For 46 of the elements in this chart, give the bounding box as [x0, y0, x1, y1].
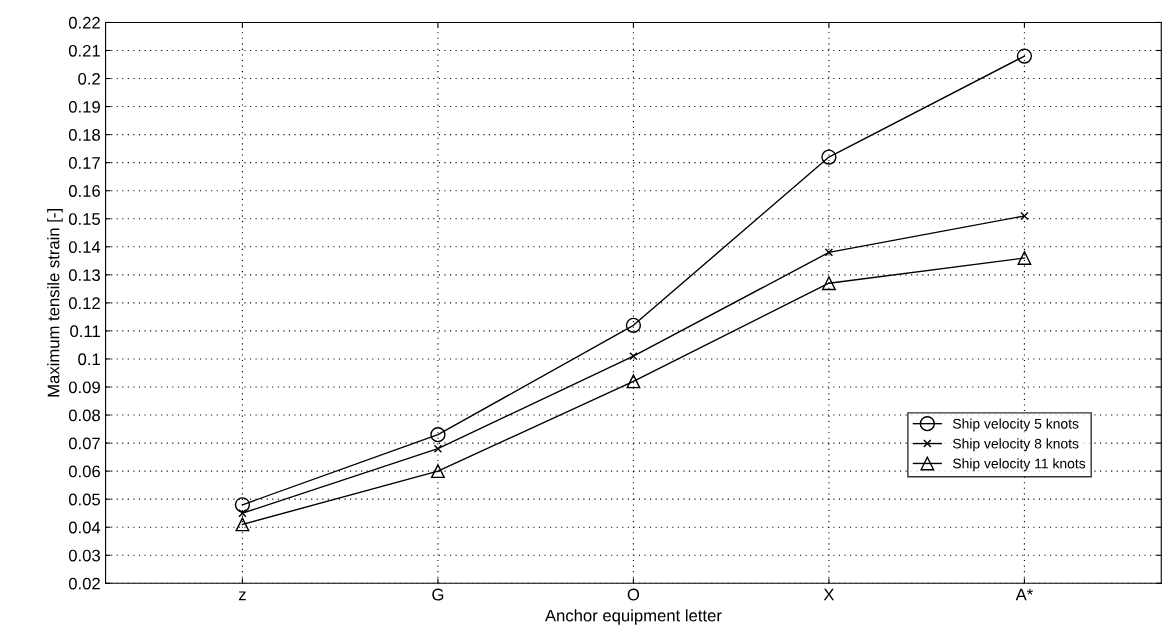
x-tick-label: z — [238, 591, 246, 601]
x-axis-title: Anchor equipment letter — [544, 609, 722, 625]
point — [238, 509, 247, 518]
y-axis-title: Maximum tensile strain [-] — [47, 209, 63, 397]
y-tick-label: 0.04 — [68, 521, 101, 534]
legend-label: Ship velocity 5 knots — [952, 418, 1079, 432]
x-tick-label: G — [432, 588, 444, 601]
y-tick-label: 0.22 — [68, 16, 100, 29]
point — [1017, 251, 1032, 265]
point — [821, 276, 836, 291]
y-tick-label: 0.14 — [68, 241, 101, 253]
point — [1016, 48, 1033, 64]
point — [625, 317, 642, 333]
x-tick-label: O — [627, 588, 640, 601]
y-tick-label: 0.16 — [68, 185, 100, 197]
y-tick-label: 0.17 — [68, 157, 100, 169]
y-tick-label: 0.19 — [68, 100, 100, 113]
point — [824, 248, 834, 257]
point — [235, 517, 250, 532]
legend-label: Ship velocity 8 knots — [952, 438, 1079, 452]
y-tick-label: 0.12 — [68, 297, 100, 310]
point — [430, 427, 446, 443]
point — [821, 149, 837, 165]
y-tick-label: 0.15 — [68, 213, 101, 225]
point — [629, 351, 638, 361]
x-tick-label: X — [823, 588, 835, 601]
y-tick-label: 0.13 — [68, 269, 100, 282]
point — [1020, 211, 1029, 221]
point — [433, 444, 443, 453]
legend-label: Ship velocity 11 knots — [952, 458, 1086, 472]
y-tick-label: 0.2 — [78, 72, 100, 85]
y-tick-label: 0.18 — [68, 129, 100, 141]
y-tick-label: 0.09 — [68, 381, 100, 394]
y-tick-label: 0.21 — [68, 44, 100, 57]
y-tick-label: 0.07 — [68, 437, 100, 450]
y-tick-label: 0.06 — [68, 465, 100, 478]
point — [430, 464, 445, 479]
y-tick-label: 0.1 — [78, 353, 100, 366]
y-tick-label: 0.02 — [68, 577, 100, 590]
y-tick-label: 0.05 — [68, 493, 101, 506]
y-tick-label: 0.11 — [70, 325, 100, 338]
point — [234, 497, 251, 513]
y-tick-label: 0.08 — [68, 409, 100, 422]
y-tick-label: 0.03 — [68, 549, 100, 562]
x-tick-label: A* — [1015, 588, 1033, 601]
point — [626, 374, 641, 389]
